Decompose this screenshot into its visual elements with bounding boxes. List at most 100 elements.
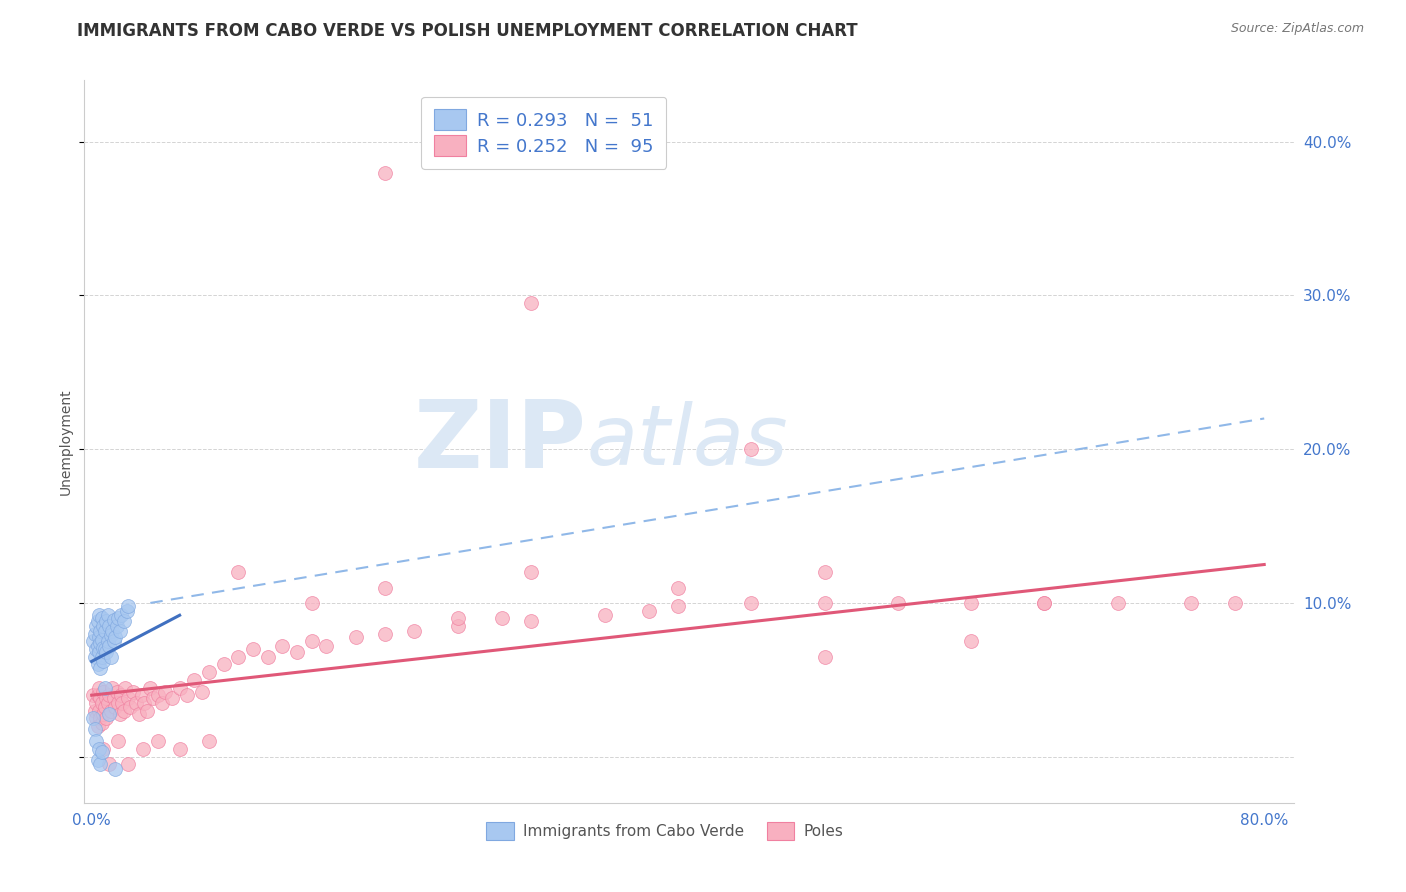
Point xyxy=(285,645,308,659)
Point xyxy=(96,615,118,629)
Point xyxy=(98,757,121,772)
Point xyxy=(139,681,162,695)
Point xyxy=(89,636,111,650)
Point xyxy=(98,706,121,721)
Point xyxy=(593,608,616,623)
Point xyxy=(226,649,249,664)
Point xyxy=(134,696,156,710)
Point xyxy=(142,691,165,706)
Point xyxy=(94,700,117,714)
Point xyxy=(136,704,159,718)
Point xyxy=(83,649,105,664)
Point xyxy=(813,649,835,664)
Point xyxy=(86,615,108,629)
Point xyxy=(89,660,111,674)
Point xyxy=(374,165,396,179)
Point xyxy=(87,608,110,623)
Point xyxy=(637,604,659,618)
Point xyxy=(256,649,278,664)
Point xyxy=(104,762,127,776)
Point xyxy=(94,681,117,695)
Point xyxy=(190,685,212,699)
Point xyxy=(117,757,139,772)
Point xyxy=(101,624,124,638)
Point xyxy=(100,628,122,642)
Point xyxy=(112,704,135,718)
Point xyxy=(86,657,108,672)
Point xyxy=(96,711,118,725)
Point xyxy=(97,634,120,648)
Point xyxy=(100,704,122,718)
Point xyxy=(91,649,114,664)
Point xyxy=(666,581,689,595)
Text: Source: ZipAtlas.com: Source: ZipAtlas.com xyxy=(1230,22,1364,36)
Point xyxy=(105,619,128,633)
Point xyxy=(83,704,105,718)
Point xyxy=(111,696,134,710)
Point xyxy=(100,649,122,664)
Point xyxy=(91,696,114,710)
Point xyxy=(226,565,249,579)
Point xyxy=(84,619,107,633)
Point xyxy=(520,565,543,579)
Point xyxy=(82,688,104,702)
Point xyxy=(86,639,108,653)
Point xyxy=(82,711,104,725)
Point xyxy=(89,691,111,706)
Point xyxy=(91,715,114,730)
Point xyxy=(98,639,121,653)
Point xyxy=(93,742,115,756)
Point xyxy=(169,742,191,756)
Point xyxy=(121,685,143,699)
Point xyxy=(87,681,110,695)
Point xyxy=(115,604,138,618)
Text: ZIP: ZIP xyxy=(413,395,586,488)
Point xyxy=(83,722,105,736)
Point xyxy=(404,624,426,638)
Point xyxy=(198,665,221,680)
Point xyxy=(960,596,983,610)
Point xyxy=(1033,596,1056,610)
Point xyxy=(315,639,337,653)
Point xyxy=(212,657,235,672)
Point xyxy=(344,630,367,644)
Point xyxy=(97,608,120,623)
Point xyxy=(108,706,131,721)
Point xyxy=(94,642,117,657)
Point xyxy=(93,685,115,699)
Point xyxy=(520,296,543,310)
Point xyxy=(813,596,835,610)
Point xyxy=(301,634,323,648)
Point xyxy=(89,757,111,772)
Point xyxy=(1180,596,1202,610)
Point xyxy=(169,681,191,695)
Point xyxy=(491,611,513,625)
Point xyxy=(84,642,107,657)
Point xyxy=(960,634,983,648)
Point xyxy=(107,734,129,748)
Point xyxy=(146,734,169,748)
Point xyxy=(117,599,139,613)
Point xyxy=(132,742,155,756)
Text: IMMIGRANTS FROM CABO VERDE VS POLISH UNEMPLOYMENT CORRELATION CHART: IMMIGRANTS FROM CABO VERDE VS POLISH UNE… xyxy=(77,22,858,40)
Point xyxy=(87,704,110,718)
Point xyxy=(374,626,396,640)
Point xyxy=(107,696,129,710)
Point xyxy=(301,596,323,610)
Point xyxy=(146,688,169,702)
Point xyxy=(118,700,141,714)
Point xyxy=(98,688,121,702)
Point xyxy=(83,626,105,640)
Point xyxy=(520,615,543,629)
Point xyxy=(103,613,125,627)
Point xyxy=(105,685,128,699)
Point xyxy=(93,654,115,668)
Point xyxy=(124,696,146,710)
Point xyxy=(162,691,184,706)
Point xyxy=(128,706,150,721)
Point xyxy=(96,691,118,706)
Point xyxy=(93,706,115,721)
Point xyxy=(114,681,136,695)
Point xyxy=(104,630,127,644)
Point xyxy=(93,640,115,655)
